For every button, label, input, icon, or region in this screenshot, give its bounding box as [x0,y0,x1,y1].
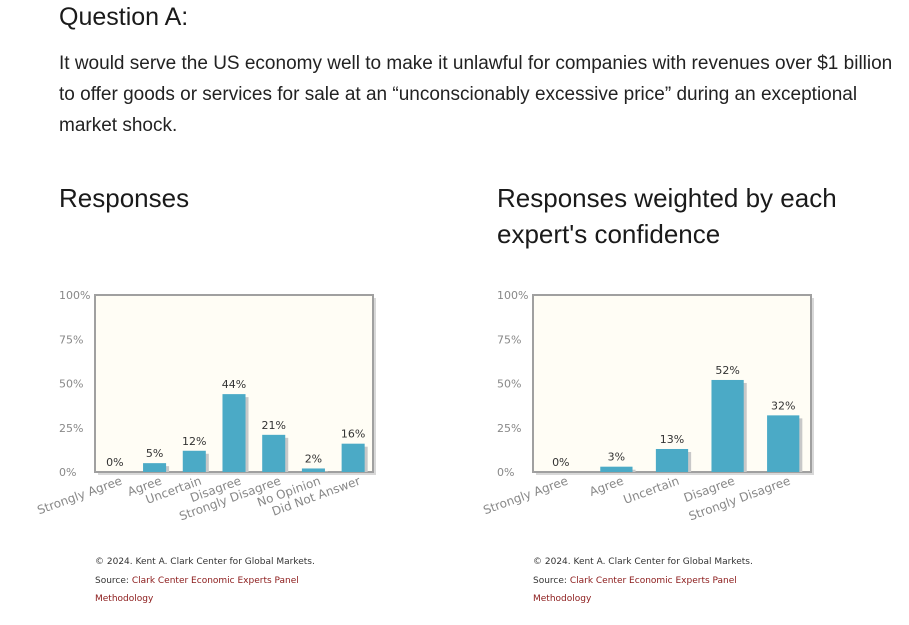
copyright-left: © 2024. Kent A. Clark Center for Global … [95,557,315,567]
value-label: 12% [182,435,206,448]
y-tick-label: 75% [497,333,521,346]
y-tick-label: 0% [497,466,514,479]
value-label: 21% [261,419,285,432]
bar-disagree [711,379,744,472]
value-label: 0% [552,456,569,469]
methodology-link-left[interactable]: Methodology [95,594,154,604]
value-label: 3% [608,451,625,464]
methodology-link-right[interactable]: Methodology [533,594,592,604]
value-label: 44% [222,378,246,391]
value-label: 5% [146,447,163,460]
bar-strongly-disagree [262,434,286,472]
bar-did-not-answer [341,443,365,472]
bar-strongly-disagree [767,415,800,472]
y-tick-label: 25% [497,422,521,435]
y-tick-label: 25% [59,422,83,435]
y-tick-label: 50% [59,378,83,391]
bar-disagree [222,394,246,472]
bar-agree [143,463,167,472]
value-label: 52% [715,364,739,377]
copyright-right: © 2024. Kent A. Clark Center for Global … [533,557,753,567]
value-label: 0% [106,456,123,469]
category-label: Uncertain [621,474,681,507]
source-prefix-right: Source: [533,576,567,586]
y-tick-label: 50% [497,378,521,391]
source-right: Source: Clark Center Economic Experts Pa… [533,576,737,586]
bar-uncertain [655,448,689,472]
source-left: Source: Clark Center Economic Experts Pa… [95,576,299,586]
source-link-right[interactable]: Clark Center Economic Experts Panel [569,576,737,586]
category-label: Agree [587,474,625,499]
value-label: 16% [341,428,365,441]
chart-title-responses: Responses [59,183,190,213]
source-prefix-left: Source: [95,576,129,586]
y-tick-label: 100% [59,289,90,302]
bar-no-opinion [301,468,325,472]
source-link-left[interactable]: Clark Center Economic Experts Panel [131,576,299,586]
question-title: Question A: [59,3,189,31]
value-label: 13% [660,433,684,446]
value-label: 32% [771,399,795,412]
chart-title-weighted: Responses weighted by each expert's conf… [497,183,837,249]
question-text: It would serve the US economy well to ma… [59,53,893,136]
value-label: 2% [305,452,322,465]
y-tick-label: 100% [497,289,528,302]
y-tick-label: 75% [59,333,83,346]
plot-area [532,294,812,473]
category-label: Strongly Agree [481,474,569,518]
bar-agree [600,466,633,472]
bar-uncertain [182,450,206,472]
y-tick-label: 0% [59,466,76,479]
